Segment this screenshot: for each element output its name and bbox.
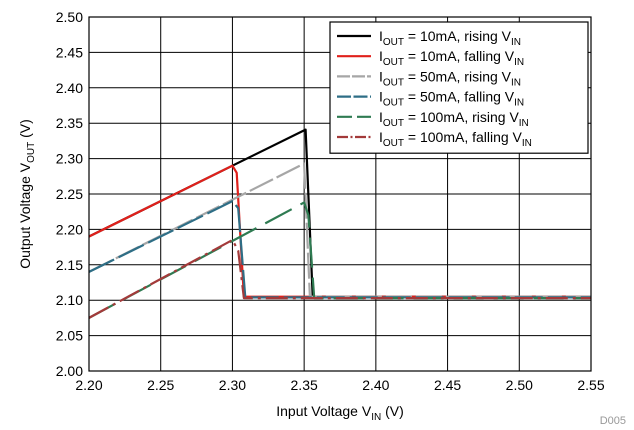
y-tick-label: 2.40 [56,80,83,96]
x-axis-title: Input Voltage VIN (V) [276,403,404,423]
series-line-4 [88,200,591,299]
x-tick-label: 2.40 [362,377,389,393]
x-tick-label: 2.30 [219,377,246,393]
legend-box [329,21,589,154]
y-tick-label: 2.20 [56,221,83,237]
legend-label: IOUT = 10mA, falling VIN [379,48,524,68]
y-tick-label: 2.35 [56,115,83,131]
x-tick-label: 2.25 [147,377,174,393]
series-line-6 [88,238,591,319]
series-line-5 [88,201,591,319]
y-tick-label: 2.15 [56,257,83,273]
y-tick-label: 2.00 [56,363,83,379]
y-tick-label: 2.25 [56,186,83,202]
legend-label: IOUT = 100mA, falling VIN [379,129,532,149]
legend-label: IOUT = 50mA, rising VIN [379,68,521,88]
y-tick-label: 2.50 [56,9,83,25]
figure-code: D005 [600,415,626,427]
series-line-1 [88,128,591,298]
plot-frame [88,16,592,372]
x-tick-label: 2.20 [75,377,102,393]
y-tick-label: 2.05 [56,328,83,344]
x-tick-label: 2.35 [291,377,318,393]
x-tick-label: 2.50 [506,377,533,393]
x-tick-label: 2.55 [577,377,604,393]
y-tick-label: 2.30 [56,151,83,167]
y-tick-label: 2.45 [56,44,83,60]
y-axis-title: Output Voltage VOUT (V) [17,119,37,269]
legend-label: IOUT = 10mA, rising VIN [379,28,521,48]
tick-labels: 2.20 2.25 2.30 2.35 2.40 2.45 2.50 2.55 2.00 2.05… [56,9,605,393]
legend-label: IOUT = 100mA, rising VIN [379,109,529,129]
y-tick-label: 2.10 [56,292,83,308]
legend-label: IOUT = 50mA, falling VIN [379,89,524,109]
series-layer [88,128,591,319]
x-tick-label: 2.45 [434,377,461,393]
